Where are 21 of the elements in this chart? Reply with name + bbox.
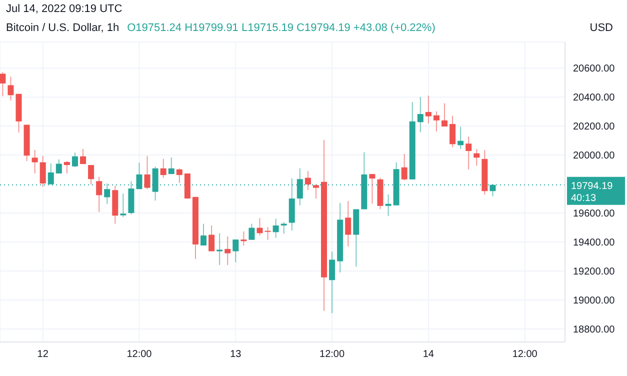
- y-axis-title: USD: [590, 22, 613, 34]
- x-tick-label: 14: [422, 349, 434, 360]
- y-tick-label: 19200.00: [573, 266, 616, 278]
- text: O19751.24 H19799.91 L19715.19 C19794.19 +43.08 (+0.22%): [127, 22, 436, 34]
- y-tick-label: 20600.00: [573, 64, 616, 75]
- y-tick-label: 20400.00: [573, 92, 616, 104]
- y-tick-label: 19000.00: [573, 296, 616, 307]
- chart-title: Bitcoin / U.S. Dollar, 1h: [6, 22, 120, 34]
- y-tick-label: 19400.00: [573, 238, 616, 249]
- x-tick-label: 13: [230, 349, 242, 360]
- x-tick-label: 12:00: [320, 349, 345, 360]
- text: Jul 14, 2022 09:19 UTC: [6, 3, 122, 15]
- y-tick-label: 20200.00: [573, 122, 616, 133]
- ref-line-label: 19794.19: [571, 180, 614, 192]
- y-tick-label: 20000.00: [573, 150, 616, 162]
- y-tick-label: 19600.00: [573, 208, 616, 220]
- x-tick-label: 12: [37, 349, 49, 360]
- x-tick-label: 12:00: [126, 349, 152, 360]
- y-tick-label: 18800.00: [573, 324, 616, 336]
- x-tick-label: 12:00: [512, 349, 538, 360]
- text: 40:13: [571, 192, 596, 204]
